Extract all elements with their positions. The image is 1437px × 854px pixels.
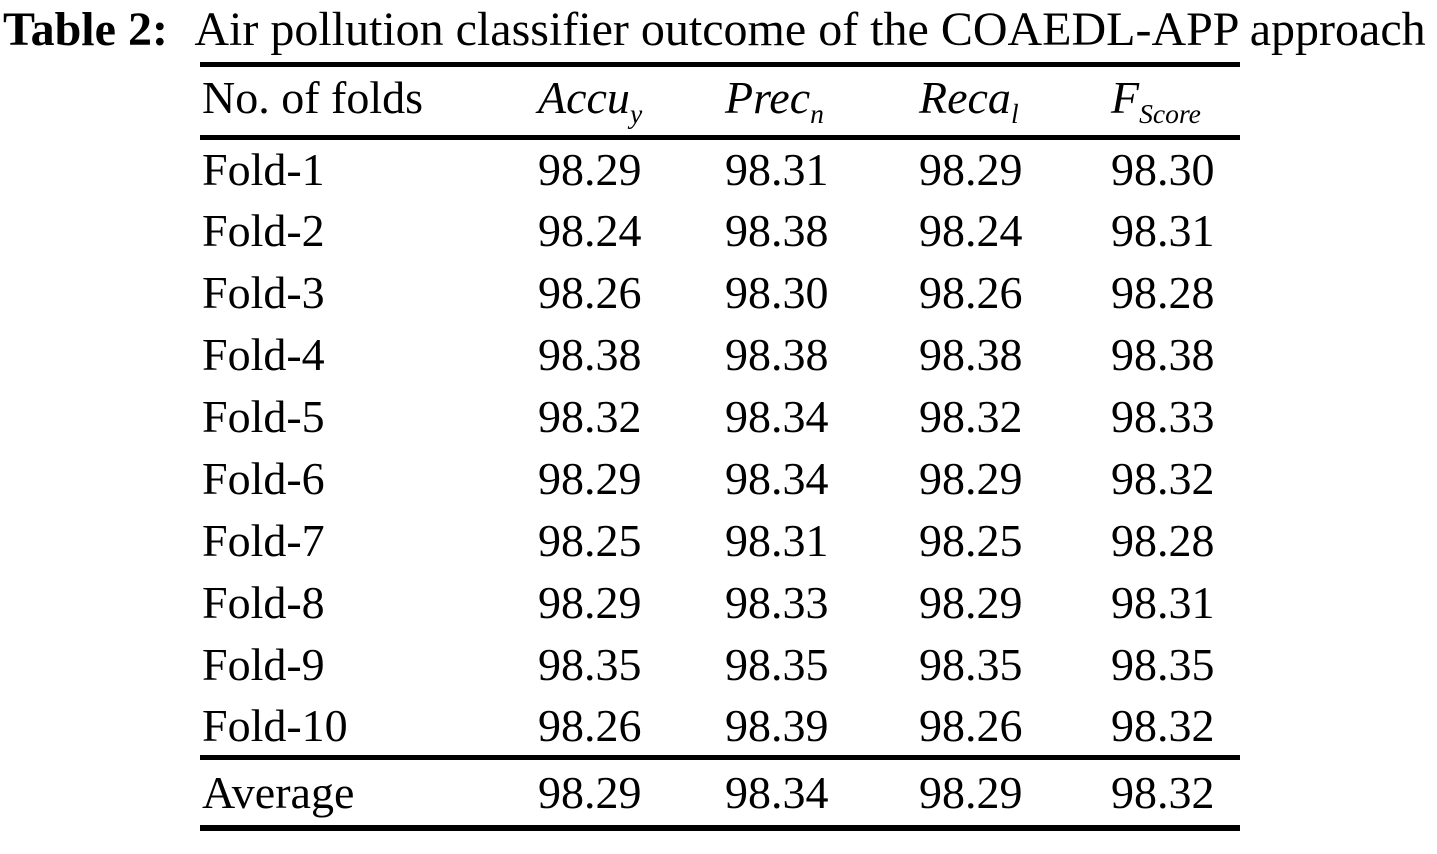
- header-cell-precision: Precn: [725, 62, 919, 140]
- fscore-cell: 98.31: [1111, 205, 1215, 256]
- precision-cell: 98.33: [725, 577, 829, 628]
- precision-cell: 98.35: [725, 639, 829, 690]
- precision-cell: 98.34: [725, 453, 829, 504]
- recall-cell: 98.26: [919, 699, 1023, 751]
- fold-label-cell: Fold-5: [202, 391, 325, 442]
- accuracy-cell: 98.26: [538, 267, 642, 318]
- table-row-fold-6: Fold-6 98.29 98.34 98.29 98.32: [200, 448, 1240, 510]
- table-row-fold-8: Fold-8 98.29 98.33 98.29 98.31: [200, 572, 1240, 634]
- recall-cell: 98.32: [919, 391, 1023, 442]
- recall-cell: 98.29: [919, 577, 1023, 628]
- fscore-cell: 98.33: [1111, 391, 1215, 442]
- accuracy-cell: 98.29: [538, 144, 642, 196]
- table-caption: Table 2: Air pollution classifier outcome…: [3, 3, 1426, 57]
- precision-cell: 98.38: [725, 329, 829, 380]
- accuracy-cell: 98.32: [538, 391, 642, 442]
- accuracy-cell: 98.35: [538, 639, 642, 690]
- table-row-fold-7: Fold-7 98.25 98.31 98.25 98.28: [200, 510, 1240, 572]
- table-header: No. of folds Accuy Precn Recal FScore: [200, 62, 1240, 140]
- fscore-cell: 98.32: [1111, 453, 1215, 504]
- table-body: Fold-1 98.29 98.31 98.29 98.30 Fold-2 98…: [200, 138, 1240, 831]
- average-precision-cell: 98.34: [725, 755, 919, 831]
- accuracy-cell: 98.29: [538, 453, 642, 504]
- fscore-cell: 98.38: [1111, 329, 1215, 380]
- fscore-cell: 98.32: [1111, 699, 1215, 751]
- precision-cell: 98.31: [725, 144, 829, 196]
- precision-cell: 98.30: [725, 267, 829, 318]
- recall-cell: 98.29: [919, 144, 1023, 196]
- accuracy-cell: 98.29: [538, 577, 642, 628]
- fscore-cell: 98.28: [1111, 267, 1215, 318]
- recall-cell: 98.38: [919, 329, 1023, 380]
- table-row-fold-3: Fold-3 98.26 98.30 98.26 98.28: [200, 262, 1240, 324]
- average-recall-cell: 98.29: [919, 755, 1111, 831]
- table-row-fold-1: Fold-1 98.29 98.31 98.29 98.30: [200, 138, 1240, 200]
- fscore-cell: 98.28: [1111, 515, 1215, 566]
- header-cell-recall: Recal: [919, 62, 1111, 140]
- recall-cell: 98.26: [919, 267, 1023, 318]
- fscore-cell: 98.30: [1111, 144, 1215, 196]
- table-row-fold-5: Fold-5 98.32 98.34 98.32 98.33: [200, 386, 1240, 448]
- fold-label-cell: Fold-7: [202, 515, 325, 566]
- precision-cell: 98.31: [725, 515, 829, 566]
- accuracy-cell: 98.24: [538, 205, 642, 256]
- accuracy-cell: 98.25: [538, 515, 642, 566]
- recall-cell: 98.24: [919, 205, 1023, 256]
- fold-label-cell: Fold-8: [202, 577, 325, 628]
- recall-cell: 98.29: [919, 453, 1023, 504]
- recall-cell: 98.25: [919, 515, 1023, 566]
- recall-cell: 98.35: [919, 639, 1023, 690]
- fold-label-cell: Fold-1: [202, 144, 325, 196]
- fscore-cell: 98.35: [1111, 639, 1215, 690]
- average-label-cell: Average: [200, 755, 538, 831]
- accuracy-cell: 98.38: [538, 329, 642, 380]
- header-cell-fscore: FScore: [1111, 62, 1240, 140]
- caption-text: Air pollution classifier outcome of the …: [194, 3, 1426, 56]
- table-row-fold-9: Fold-9 98.35 98.35 98.35 98.35: [200, 634, 1240, 696]
- table-row-fold-10: Fold-10 98.26 98.39 98.26 98.32: [200, 696, 1240, 758]
- caption-label: Table 2:: [3, 3, 168, 56]
- table-row-fold-2: Fold-2 98.24 98.38 98.24 98.31: [200, 200, 1240, 262]
- header-row: No. of folds Accuy Precn Recal FScore: [200, 62, 1240, 140]
- average-accuracy-cell: 98.29: [538, 755, 725, 831]
- precision-cell: 98.38: [725, 205, 829, 256]
- fold-label-cell: Fold-10: [202, 699, 348, 751]
- fold-label-cell: Fold-3: [202, 267, 325, 318]
- precision-cell: 98.34: [725, 391, 829, 442]
- accuracy-cell: 98.26: [538, 699, 642, 751]
- fold-label-cell: Fold-4: [202, 329, 325, 380]
- header-cell-folds: No. of folds: [200, 62, 538, 140]
- fscore-cell: 98.31: [1111, 577, 1215, 628]
- average-fscore-cell: 98.32: [1111, 755, 1240, 831]
- results-table: No. of folds Accuy Precn Recal FScore Fo…: [200, 62, 1240, 831]
- fold-label-cell: Fold-9: [202, 639, 325, 690]
- fold-label-cell: Fold-6: [202, 453, 325, 504]
- precision-cell: 98.39: [725, 699, 829, 751]
- fold-label-cell: Fold-2: [202, 205, 325, 256]
- table-row-fold-4: Fold-4 98.38 98.38 98.38 98.38: [200, 324, 1240, 386]
- table-row-average: Average 98.29 98.34 98.29 98.32: [200, 755, 1240, 831]
- header-cell-accuracy: Accuy: [538, 62, 725, 140]
